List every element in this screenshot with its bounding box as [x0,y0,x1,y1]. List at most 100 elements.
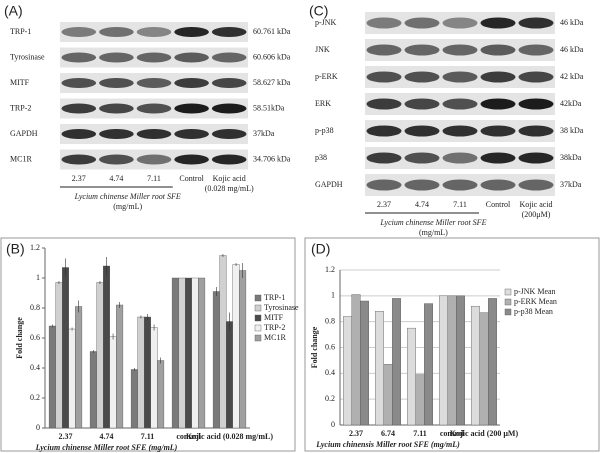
bar [351,294,361,426]
legend-label: p-JNK Mean [514,287,556,296]
legend-swatch [254,334,262,342]
bar [239,270,247,429]
blot-band [99,52,134,63]
chart-title: (B) [6,241,25,257]
blot-band [480,71,516,83]
x-tick-label: control [176,432,201,441]
legend-swatch [504,288,512,296]
blot-band [174,103,209,114]
blot-band [136,27,172,37]
bar [75,306,83,429]
blot-band [518,179,554,191]
legend-label: TRP-2 [264,323,285,332]
blot-band [480,152,516,164]
bar [232,264,240,429]
size-label: 42 kDa [560,72,584,81]
caption: Lycium chinense Miller root SFE [379,218,486,227]
x-tick-label: 2.37 [59,432,73,441]
y-tick-label: 0.2 [30,393,40,402]
blot-band [136,78,172,88]
legend-label: Tyrosinase [264,303,299,312]
legend-swatch [504,298,512,306]
blot-band [99,154,134,165]
legend-label: MC1R [264,333,286,342]
bar [424,303,433,426]
blot-band [366,71,402,83]
blot-band [61,129,97,139]
lane-label: Kojic acid [519,200,552,209]
bar [62,267,69,429]
y-axis-title: Fold change [310,326,319,368]
blot-band [211,78,247,88]
lane-label: 2.37 [377,200,391,209]
blot-band [99,78,134,88]
x-tick-label: Kojic acid (200 μM) [450,429,519,438]
blot-band [61,154,97,165]
row-label: JNK [315,45,330,54]
blot-band [136,154,172,165]
blot-band [480,44,516,56]
size-label: 38 kDa [560,126,584,135]
bar [96,282,104,429]
row-label: GAPDH [10,129,38,138]
bar [219,255,227,429]
blot-band [404,44,440,56]
blot-band [211,52,247,63]
blot-band [174,78,209,88]
bar [109,336,117,429]
row-label: TRP-1 [10,27,31,36]
bar [103,265,110,429]
bar [68,328,76,429]
y-tick-label: 1.2 [325,265,335,274]
bar [226,321,233,429]
blot-band [366,17,402,29]
bar [89,351,97,429]
y-tick-label: 0.6 [30,333,40,342]
row-label: p-p38 [315,126,334,135]
x-tick-label: 2.37 [349,429,363,438]
blot-band [404,152,440,164]
bar [360,300,369,426]
bar [171,277,179,429]
blot-strip [365,12,555,34]
bar [178,277,186,429]
blot-band [174,154,209,165]
blot-band [99,129,134,139]
bar [130,369,138,429]
y-tick-label: 0.8 [30,303,40,312]
blot-band [211,129,247,139]
y-tick-label: 1.2 [30,243,40,252]
legend-label: MITF [264,313,284,322]
blot-band [366,44,402,56]
panel-b-frame [0,237,296,452]
blot-band [61,78,97,88]
blot-band [518,44,554,56]
panel-label: (C) [309,3,328,19]
y-tick-label: 1 [36,273,40,282]
x-tick-label: 7.11 [413,429,427,438]
row-label: GAPDH [315,180,343,189]
bar [439,295,448,426]
size-label: 37kDa [253,129,275,138]
size-label: 60.606 kDa [253,52,291,61]
blot-band [442,98,478,110]
legend-swatch [504,308,512,316]
blot-band [404,17,440,29]
blot-band [366,179,402,191]
row-label: MC1R [10,154,32,163]
blot-band [366,125,402,137]
blot-band [442,125,478,137]
row-label: p-JNK [315,18,337,27]
bar [157,360,165,429]
bar [488,298,497,426]
blot-band [174,129,209,139]
caption: (mg/mL) [113,202,142,211]
blot-band [480,98,516,110]
lane-note: (0.028 mg/mL) [205,184,254,193]
blot-band [442,44,478,56]
caption: (mg/mL) [419,228,448,237]
row-label: MITF [10,78,30,87]
bar [447,295,457,426]
bar [144,316,151,429]
